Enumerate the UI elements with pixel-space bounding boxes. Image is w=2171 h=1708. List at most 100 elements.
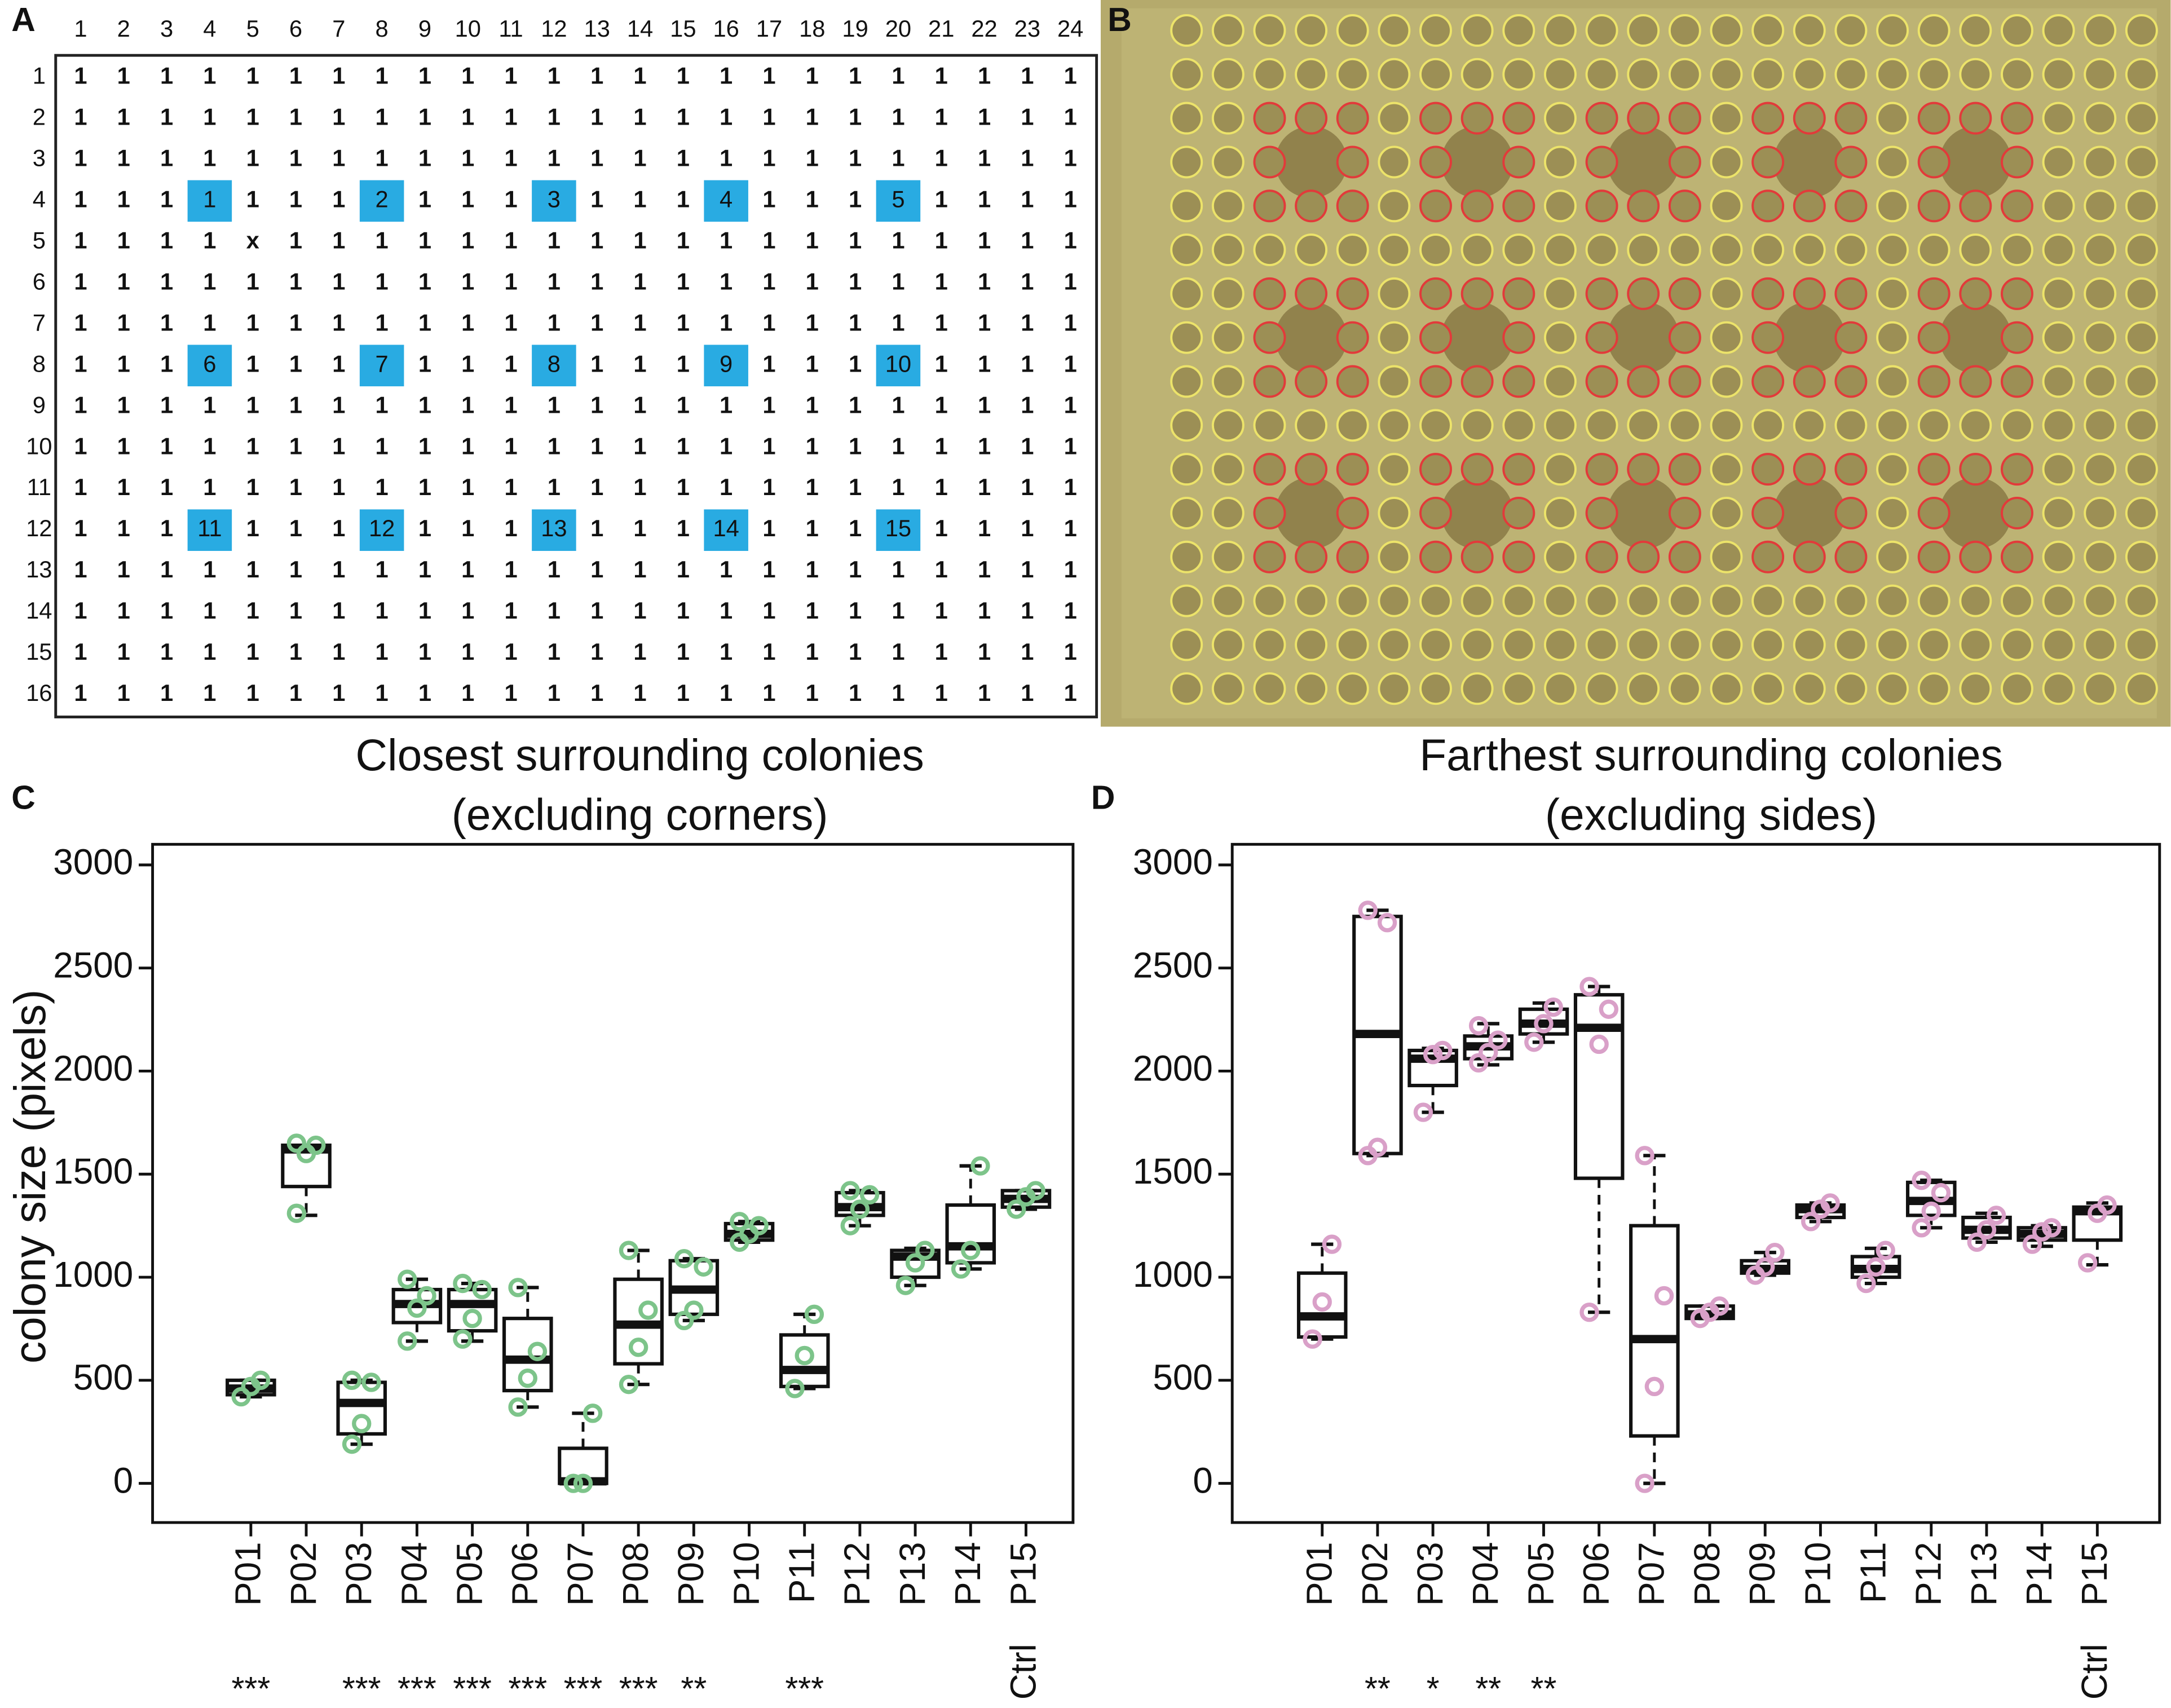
cell-value: 1 [504,103,517,130]
cell-value: 1 [160,62,173,89]
colony [1460,233,1494,267]
cell-value: 1 [246,597,259,624]
colony [1917,672,1951,705]
colony [1378,496,1411,529]
data-point [694,1257,713,1277]
cell-value: 1 [849,227,862,253]
colony [1959,189,1992,223]
cell-value: 1 [160,268,173,294]
cell-value: 1 [1064,391,1077,418]
y-tick-label: 500 [1153,1357,1212,1398]
cell-value: 1 [203,62,216,89]
colony [1751,277,1785,310]
cell-value: 1 [203,638,216,665]
x-tick-label: P01 [1299,1542,1340,1606]
cell-value: 1 [590,391,603,418]
colony [1460,365,1494,398]
cell-value: 1 [1064,103,1077,130]
cell-value: 1 [935,227,948,253]
highlight-cell [876,180,921,222]
colony [2000,365,2033,398]
cell-value: 1 [332,597,345,624]
colony [1336,453,1369,486]
colony [2000,233,2033,267]
colony [2125,628,2158,661]
cell-value: 1 [978,227,991,253]
cell-value: 1 [376,432,389,459]
data-point [1312,1292,1332,1312]
colony [1502,409,1535,442]
cell-value: 1 [203,268,216,294]
cell-value: 1 [892,474,904,500]
cell-value: 1 [633,679,646,706]
colony [2084,58,2117,91]
cell-label: 14 [713,515,739,541]
data-point [1912,1171,1931,1190]
cell-value: 1 [1064,227,1077,253]
halo [1607,477,1680,549]
colony [1543,628,1577,661]
data-point [1654,1286,1674,1306]
colony [1917,233,1951,267]
colony [1876,233,1909,267]
colony [1460,540,1494,573]
grid-frame [54,54,1098,718]
colony [1502,496,1535,529]
row-header: 15 [26,638,52,665]
cell-value: 1 [548,268,561,294]
data-point [1644,1376,1665,1396]
cell-value: 1 [1021,144,1034,171]
cell-value: 1 [849,597,862,624]
cell-value: 1 [289,144,302,171]
x-tick-label: P11 [1852,1542,1893,1603]
cell-value: 1 [806,227,819,253]
cell-value: 1 [418,515,431,541]
colony [1585,453,1618,486]
cell-value: 1 [74,62,87,89]
cell-value: 1 [1064,556,1077,582]
colony [1959,58,1992,91]
colony [1170,14,1203,47]
data-point [628,1338,648,1357]
highlight-cell [359,345,404,387]
cell-value: 1 [203,103,216,130]
colony [1502,584,1535,617]
cell-value: 1 [935,556,948,582]
cell-value: 1 [590,144,603,171]
cell-value: 1 [806,679,819,706]
cell-value: 1 [590,638,603,665]
cell-value: 1 [117,309,130,336]
row-header: 4 [33,186,46,212]
data-point [1543,997,1563,1017]
data-point [352,1414,372,1433]
cell-value: 1 [74,432,87,459]
cell-value: 1 [418,103,431,130]
colony [2000,189,2033,223]
cell-value: 1 [677,309,690,336]
cell-value: 1 [720,309,733,336]
colony [1543,496,1577,529]
colony [1336,321,1369,354]
colony [2000,496,2033,529]
cell-value: 1 [418,556,431,582]
colony [2042,453,2075,486]
cell-value: 1 [590,597,603,624]
colony [1295,584,1328,617]
cell-value: 1 [762,679,775,706]
colony [2084,14,2117,47]
colony [1419,496,1452,529]
cell-value: 1 [117,474,130,500]
cell-value: 1 [762,144,775,171]
box [1629,1224,1680,1438]
data-point [619,1374,639,1394]
cell-value: 1 [117,597,130,624]
colony [1378,409,1411,442]
cell-value: 1 [762,103,775,130]
cell-value: 1 [935,515,948,541]
cell-value: 1 [117,186,130,212]
col-header: 22 [971,15,997,42]
colony [1710,189,1743,223]
chart-title: (excluding corners) [452,789,828,839]
data-point [1912,1218,1931,1238]
cell-value: 1 [1064,474,1077,500]
